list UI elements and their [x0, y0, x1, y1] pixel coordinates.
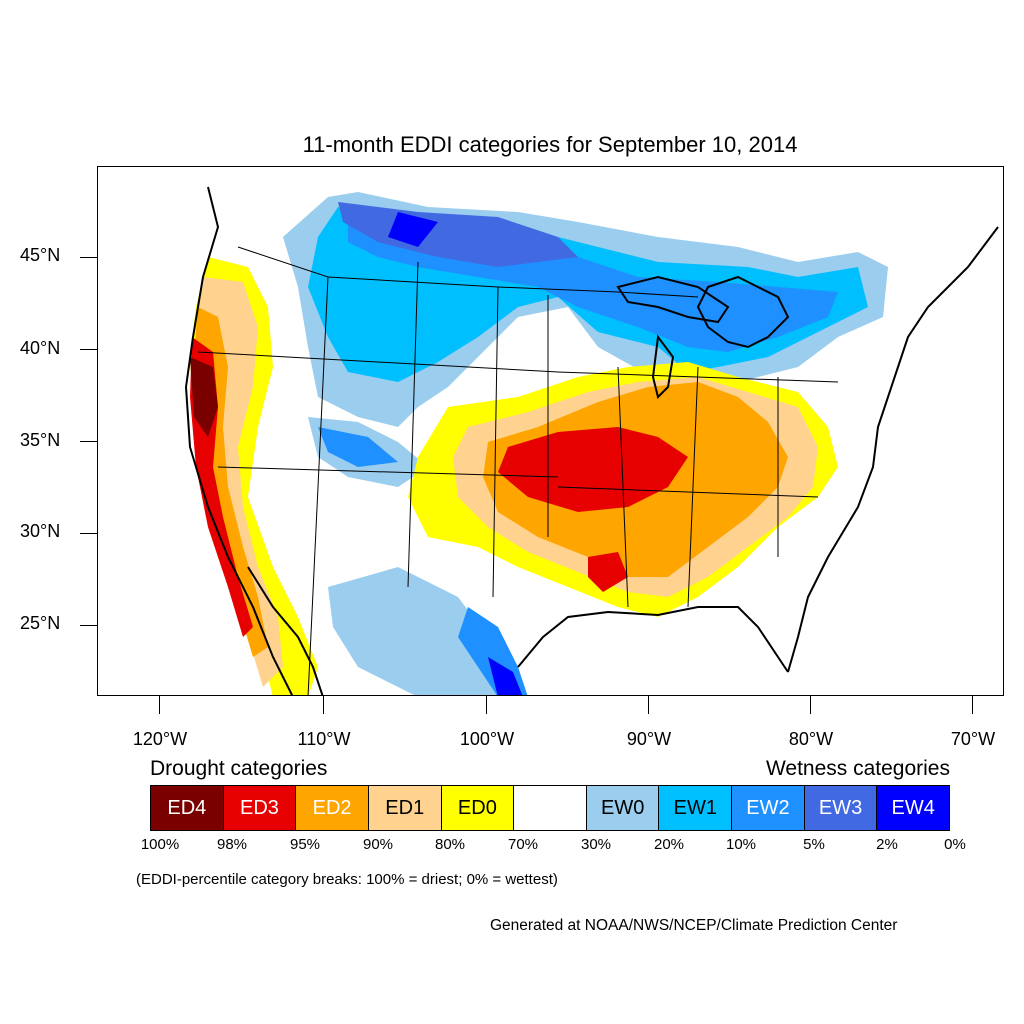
legend-swatch-ed3: ED3: [223, 786, 297, 830]
lon-tick: [159, 696, 160, 714]
legend-swatch-ew4: EW4: [877, 786, 950, 830]
wetness-legend-title: Wetness categories: [765, 757, 950, 780]
legend-swatch-ed2: ED2: [296, 786, 369, 830]
legend-break: 30%: [580, 836, 612, 853]
lon-label-100: 100°W: [459, 729, 515, 749]
lon-tick: [323, 696, 324, 714]
map-title: 11-month EDDI categories for September 1…: [302, 132, 798, 157]
drought-region-west-coast-ed4: [190, 357, 218, 437]
legend-break: 20%: [653, 836, 685, 853]
lat-label-35: 35°N: [20, 430, 61, 450]
legend-swatch-ew3: EW3: [804, 786, 878, 830]
drought-region-central-ed3-b: [588, 552, 628, 592]
map-canvas: [184, 186, 999, 695]
category-legend: ED4 ED3 ED2 ED1 ED0 EW0 EW1 EW2 EW3 EW4: [150, 785, 950, 831]
wetness-region-southwest-3: [318, 427, 398, 467]
credit-line: Generated at NOAA/NWS/NCEP/Climate Predi…: [490, 917, 898, 934]
category-breaks-note: (EDDI-percentile category breaks: 100% =…: [136, 871, 558, 888]
legend-break: 100%: [140, 836, 180, 853]
lat-label-30: 30°N: [20, 521, 61, 541]
lon-tick: [972, 696, 973, 714]
legend-break: 80%: [434, 836, 466, 853]
legend-swatch-ew2: EW2: [732, 786, 805, 830]
lon-label-120: 120°W: [132, 729, 188, 749]
lon-label-110: 110°W: [297, 729, 351, 749]
drought-region-central-ed3: [498, 427, 688, 512]
wetness-region-southwest: [328, 567, 518, 695]
legend-break: 2%: [876, 836, 898, 853]
lon-tick: [648, 696, 649, 714]
legend-break: 90%: [362, 836, 394, 853]
legend-swatch-normal: [514, 786, 587, 830]
legend-swatch-ed1: ED1: [368, 786, 442, 830]
lat-tick: [80, 257, 97, 258]
lon-label-90: 90°W: [626, 729, 672, 749]
legend-swatch-ew1: EW1: [659, 786, 733, 830]
legend-break: 5%: [803, 836, 825, 853]
lon-tick: [810, 696, 811, 714]
legend-swatch-ed0: ED0: [441, 786, 515, 830]
legend-break: 98%: [216, 836, 248, 853]
legend-break: 70%: [507, 836, 539, 853]
wetness-region-south-texas-ew4: [488, 657, 523, 695]
wetness-region-north-ew4: [388, 212, 438, 247]
legend-swatch-ew0: EW0: [586, 786, 660, 830]
lat-tick: [80, 533, 97, 534]
lat-label-45: 45°N: [20, 245, 61, 265]
lat-tick: [80, 349, 97, 350]
lon-label-80: 80°W: [788, 729, 834, 749]
state-boundaries: [197, 246, 839, 695]
legend-break: 10%: [725, 836, 757, 853]
lat-tick: [80, 441, 97, 442]
coastlines: [184, 186, 999, 695]
lon-tick: [486, 696, 487, 714]
lat-tick: [80, 625, 97, 626]
lat-label-40: 40°N: [20, 338, 61, 358]
eddi-map: [97, 166, 1004, 696]
lat-label-25: 25°N: [20, 613, 61, 633]
legend-swatch-ed4: ED4: [151, 786, 224, 830]
legend-break: 95%: [289, 836, 321, 853]
drought-legend-title: Drought categories: [150, 757, 328, 780]
legend-break: 0%: [944, 836, 966, 853]
lon-label-70: 70°W: [950, 729, 996, 749]
